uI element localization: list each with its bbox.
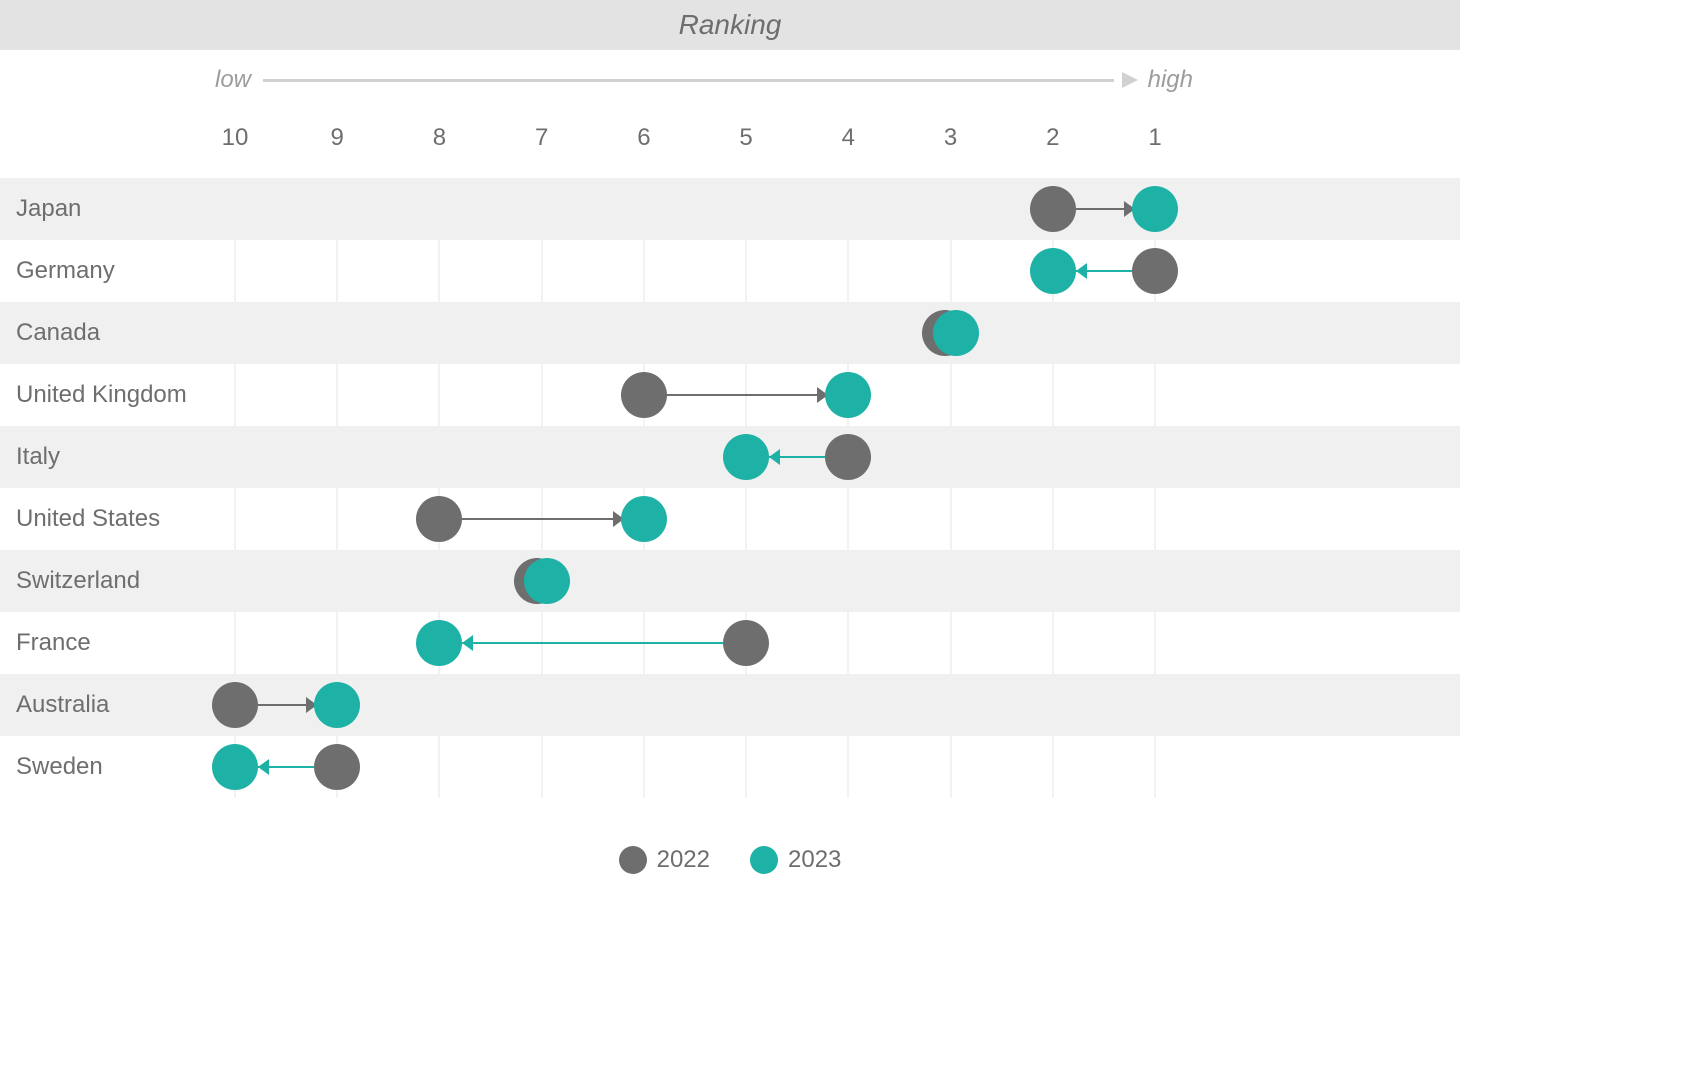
- marker-2023: [825, 372, 871, 418]
- row-label: Canada: [16, 319, 100, 347]
- connector-arrowhead-icon: [1076, 263, 1087, 279]
- marker-2023: [416, 620, 462, 666]
- x-tick-label: 9: [331, 124, 344, 152]
- x-tick-label: 10: [222, 124, 249, 152]
- x-tick-label: 6: [637, 124, 650, 152]
- plot-area: Japan Germany Canada United Kingdom Italy Uni…: [0, 178, 1460, 798]
- marker-2022: [723, 620, 769, 666]
- x-tick-label: 8: [433, 124, 446, 152]
- marker-2023: [723, 434, 769, 480]
- chart-row: Canada: [0, 302, 1460, 364]
- row-label: Germany: [16, 257, 115, 285]
- connector-arrowhead-icon: [462, 635, 473, 651]
- marker-2022: [416, 496, 462, 542]
- row-label: Italy: [16, 443, 60, 471]
- chart-rows: Japan Germany Canada United Kingdom Italy Uni…: [0, 178, 1460, 798]
- x-tick-label: 5: [739, 124, 752, 152]
- axis-high-label: high: [1148, 66, 1193, 94]
- connector-arrowhead-icon: [258, 759, 269, 775]
- connector-line: [667, 394, 825, 396]
- connector-arrowhead-icon: [769, 449, 780, 465]
- marker-2022: [1030, 186, 1076, 232]
- chart-title: Ranking: [679, 9, 782, 41]
- axis-low-label: low: [215, 66, 251, 94]
- marker-2023: [1132, 186, 1178, 232]
- connector-line: [462, 642, 723, 644]
- chart-legend: 2022 2023: [0, 846, 1460, 874]
- marker-2023: [314, 682, 360, 728]
- x-tick-label: 1: [1148, 124, 1161, 152]
- row-label: United Kingdom: [16, 381, 187, 409]
- chart-row: Germany: [0, 240, 1460, 302]
- row-label: Sweden: [16, 753, 103, 781]
- chart-row: Japan: [0, 178, 1460, 240]
- marker-2023: [212, 744, 258, 790]
- axis-direction-arrow-line: [263, 79, 1114, 82]
- marker-2022: [314, 744, 360, 790]
- marker-2022: [621, 372, 667, 418]
- x-tick-label: 4: [842, 124, 855, 152]
- chart-row: United States: [0, 488, 1460, 550]
- marker-2022: [212, 682, 258, 728]
- marker-2022: [1132, 248, 1178, 294]
- ranking-dumbbell-chart: Ranking low high 10 9 8 7 6 5 4 3 2 1 Japan German…: [0, 0, 1460, 920]
- marker-2023: [933, 310, 979, 356]
- axis-direction-arrowhead-icon: [1122, 72, 1138, 88]
- row-label: France: [16, 629, 91, 657]
- axis-direction-indicator: low high: [0, 66, 1460, 94]
- marker-2023: [1030, 248, 1076, 294]
- row-label: Australia: [16, 691, 109, 719]
- x-tick-label: 3: [944, 124, 957, 152]
- x-tick-label: 7: [535, 124, 548, 152]
- x-tick-label: 2: [1046, 124, 1059, 152]
- connector-line: [462, 518, 620, 520]
- legend-item: 2023: [750, 846, 841, 874]
- legend-swatch-icon: [750, 846, 778, 874]
- row-label: Japan: [16, 195, 81, 223]
- marker-2022: [825, 434, 871, 480]
- chart-row: Switzerland: [0, 550, 1460, 612]
- legend-label: 2022: [657, 846, 710, 874]
- row-label: Switzerland: [16, 567, 140, 595]
- x-axis-ticks: 10 9 8 7 6 5 4 3 2 1: [0, 124, 1460, 156]
- marker-2023: [524, 558, 570, 604]
- chart-title-bar: Ranking: [0, 0, 1460, 50]
- row-label: United States: [16, 505, 160, 533]
- marker-2023: [621, 496, 667, 542]
- legend-swatch-icon: [619, 846, 647, 874]
- legend-item: 2022: [619, 846, 710, 874]
- legend-label: 2023: [788, 846, 841, 874]
